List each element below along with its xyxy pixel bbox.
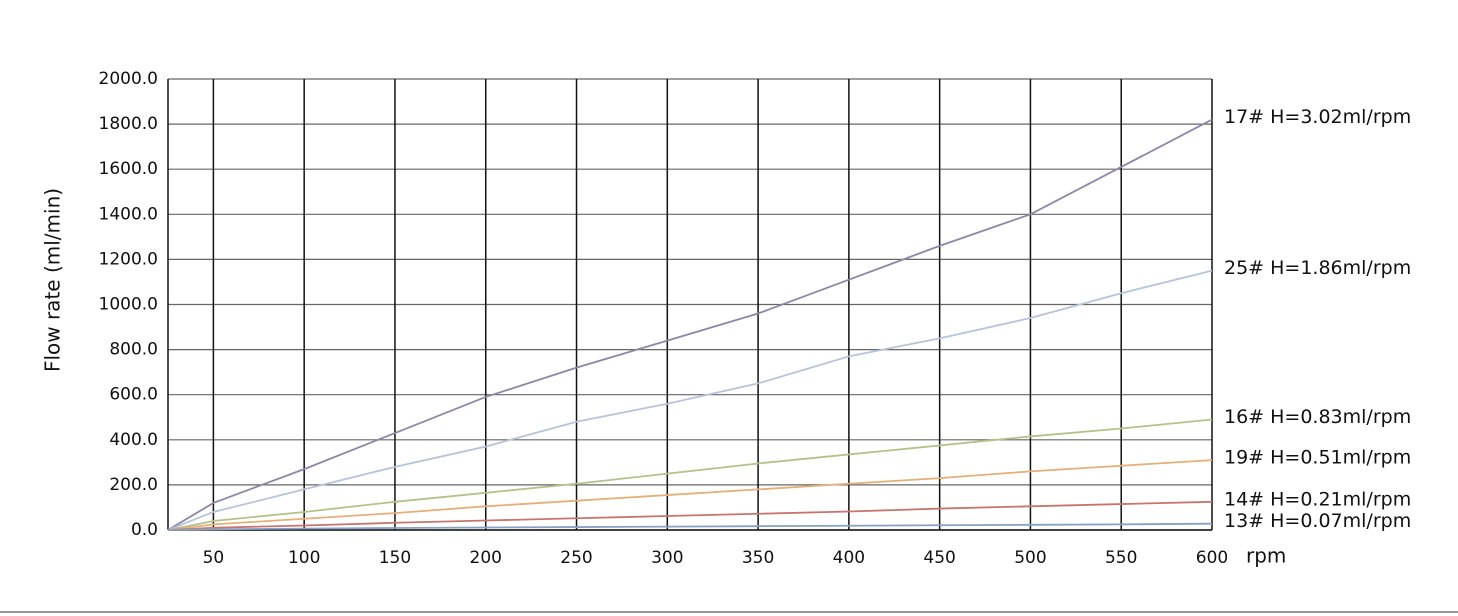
y-tick-label: 800.0 [109, 340, 158, 360]
x-tick-label: 550 [1105, 548, 1137, 568]
x-tick-label: 350 [742, 548, 774, 568]
y-tick-label: 600.0 [109, 385, 158, 405]
x-tick-label: 500 [1014, 548, 1046, 568]
series-line [167, 500, 1213, 531]
y-tick-label: 2000.0 [99, 69, 158, 89]
y-tick-label: 1000.0 [99, 295, 158, 315]
x-tick-label: 200 [470, 548, 502, 568]
y-tick-label: 400.0 [109, 430, 158, 450]
series-line [167, 418, 1213, 531]
y-tick-label: 1800.0 [99, 114, 158, 134]
y-axis-label: Flow rate (ml/min) [41, 188, 65, 372]
x-tick-label: 300 [651, 548, 683, 568]
x-tick-label: 150 [379, 548, 411, 568]
x-tick-label: 50 [203, 548, 225, 568]
x-tick-label: 250 [560, 548, 592, 568]
series-line [167, 459, 1213, 531]
y-tick-label: 1200.0 [99, 249, 158, 269]
series-label: 17# H=3.02ml/rpm [1224, 106, 1411, 128]
x-tick-label: 600 [1196, 548, 1228, 568]
series-label: 14# H=0.21ml/rpm [1224, 488, 1411, 510]
x-tick-label: 450 [923, 548, 955, 568]
series-line [167, 269, 1213, 531]
x-tick-label: 100 [288, 548, 320, 568]
y-tick-label: 0.0 [131, 520, 158, 540]
series-label: 16# H=0.83ml/rpm [1224, 406, 1411, 428]
y-tick-label: 200.0 [109, 475, 158, 495]
series-line [167, 522, 1213, 531]
y-tick-label: 1400.0 [99, 204, 158, 224]
series-label: 19# H=0.51ml/rpm [1224, 447, 1411, 469]
x-axis-label: rpm [1246, 544, 1286, 568]
series-line [167, 118, 1213, 531]
series-label: 25# H=1.86ml/rpm [1224, 257, 1411, 279]
series-label: 13# H=0.07ml/rpm [1224, 510, 1411, 532]
x-tick-label: 400 [833, 548, 865, 568]
y-tick-label: 1600.0 [99, 159, 158, 179]
